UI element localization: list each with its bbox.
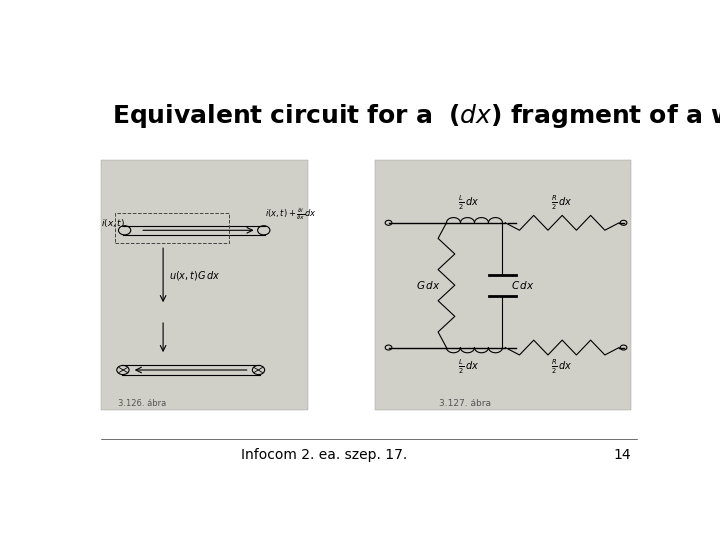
Text: 3.126. ábra: 3.126. ábra [118,399,166,408]
Text: $\frac{L}{2}\,dx$: $\frac{L}{2}\,dx$ [458,358,479,376]
Bar [115,213,229,243]
Text: Infocom 2. ea. szep. 17.: Infocom 2. ea. szep. 17. [241,448,408,462]
Text: $\mathbf{Equivalent\ circuit\ for\ a\ \ (}$$\mathbf{\mathit{dx}}$$\mathbf{)\ fra: $\mathbf{Equivalent\ circuit\ for\ a\ \ … [112,102,720,130]
Text: $G\,dx$: $G\,dx$ [415,279,441,291]
Text: $i(x,t)$: $i(x,t)$ [101,217,125,229]
Text: $u(x,t)G\,dx$: $u(x,t)G\,dx$ [168,269,220,282]
Text: $\frac{R}{2}\,dx$: $\frac{R}{2}\,dx$ [551,194,572,212]
Bar [101,160,307,410]
Text: $C\,dx$: $C\,dx$ [511,279,534,291]
Text: 14: 14 [613,448,631,462]
Text: $\frac{L}{2}\,dx$: $\frac{L}{2}\,dx$ [458,194,479,212]
Bar [374,160,631,410]
Text: $i(x,t)+\frac{\partial i}{\partial x}dx$: $i(x,t)+\frac{\partial i}{\partial x}dx$ [265,207,317,222]
Text: 3.127. ábra: 3.127. ábra [438,399,491,408]
Text: $\frac{R}{2}\,dx$: $\frac{R}{2}\,dx$ [551,358,572,376]
